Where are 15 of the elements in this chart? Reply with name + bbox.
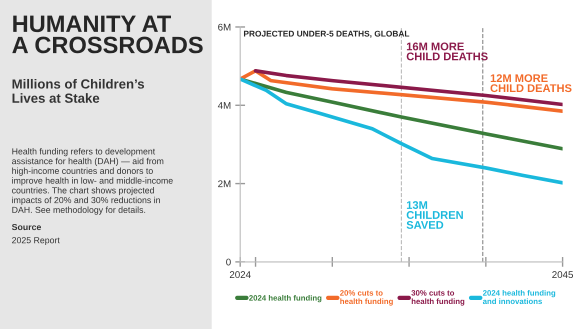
annotation: 13M CHILDREN SAVED [406,201,463,229]
y-tick-label: 0 [226,258,231,266]
text: 2025 Report [12,237,60,246]
x-tick-label: 2045 [552,271,574,278]
text: Health funding refers to development assistance for health (DAH) — aid from high-income countries and donors to improve health in low- and middle-income countries. The chart shows projected impacts of 20% and 30% reductions in DAH. See methodology for details. [12,148,173,215]
annotation: 16M MORE CHILD DEATHS [406,42,488,60]
text: Source [12,224,42,230]
x-tick-label: 2024 [230,271,251,278]
y-axis-title: PROJECTED UNDER-5 DEATHS, GLOBAL [244,30,410,38]
text: Millions of Children’s Lives at Stake [12,78,144,103]
y-tick-label: 6M [218,24,230,31]
annotation: 12M MORE CHILD DEATHS [490,74,572,92]
y-tick-label: 2M [218,180,230,188]
chart-title: HUMANITY AT A CROSSROADS [12,16,203,54]
y-tick-label: 4M [218,102,230,109]
